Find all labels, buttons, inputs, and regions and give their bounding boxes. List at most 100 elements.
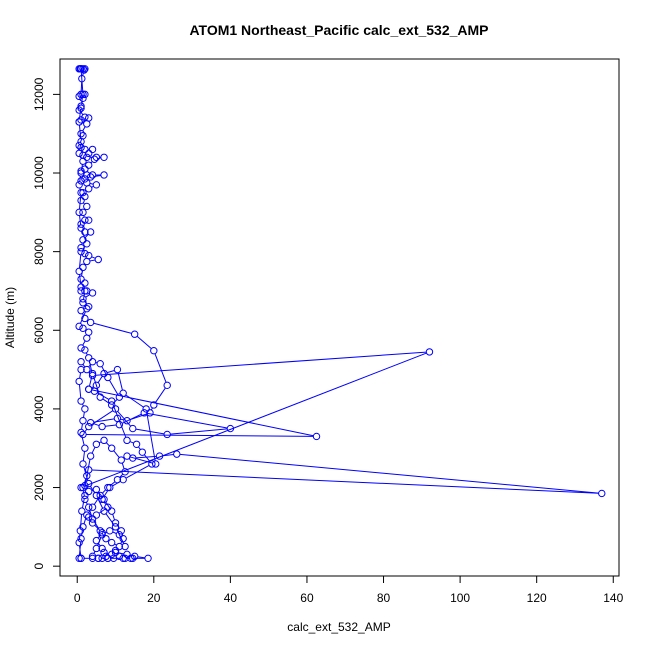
data-point	[81, 175, 89, 183]
series-segment	[86, 433, 314, 437]
data-point	[88, 554, 97, 563]
series-segment	[154, 353, 167, 383]
series-segment	[79, 138, 83, 143]
data-point	[85, 185, 93, 193]
data-point	[121, 542, 129, 551]
series-segment	[103, 489, 109, 497]
data-point	[79, 299, 87, 307]
data-point	[140, 409, 148, 417]
series-segment	[137, 556, 145, 559]
data-point	[98, 544, 106, 553]
series-segment	[102, 398, 110, 404]
data-point	[75, 118, 83, 126]
data-point	[90, 155, 99, 163]
plot-frame	[59, 58, 620, 577]
x-tick-label: 0	[74, 591, 81, 605]
data-point	[85, 422, 93, 431]
series-segment	[93, 423, 100, 427]
data-point	[119, 534, 127, 543]
data-point	[79, 65, 87, 73]
series-segment	[105, 442, 110, 447]
series-segment	[80, 514, 83, 528]
series-segment	[82, 294, 85, 300]
data-point	[79, 483, 87, 492]
data-point	[83, 240, 91, 248]
data-point	[79, 460, 87, 468]
series-segment	[155, 387, 166, 403]
data-point	[75, 554, 83, 563]
data-point	[130, 330, 139, 338]
data-point	[77, 365, 85, 374]
data-point	[77, 554, 85, 563]
data-point	[107, 444, 116, 452]
series-segment	[78, 384, 82, 398]
data-point	[117, 527, 125, 535]
data-point	[163, 430, 171, 439]
data-point	[77, 275, 85, 283]
data-point	[146, 409, 154, 417]
series-segment	[78, 125, 82, 139]
data-point	[129, 454, 137, 462]
data-point	[77, 534, 85, 543]
data-point	[85, 513, 93, 521]
data-point	[81, 228, 89, 236]
data-point	[127, 554, 135, 563]
data-point	[88, 145, 97, 154]
data-point	[312, 432, 321, 441]
y-axis: 0 2000 4000 6000 8000 10000 12000	[32, 77, 61, 570]
data-point	[77, 167, 85, 175]
x-tick-label: 60	[300, 591, 314, 605]
series-segment	[170, 428, 228, 435]
series-segment	[93, 322, 132, 334]
data-point	[79, 236, 87, 244]
data-point	[77, 137, 85, 146]
data-point	[77, 224, 85, 232]
data-point	[77, 220, 85, 228]
data-point	[92, 181, 101, 189]
series-segment	[106, 370, 115, 374]
series-segment	[79, 372, 82, 379]
data-point	[77, 287, 85, 295]
series-segment	[79, 215, 82, 225]
data-point	[98, 422, 106, 431]
data-point	[107, 401, 116, 409]
data-point	[81, 495, 89, 504]
data-point	[98, 531, 106, 539]
data-point	[79, 263, 87, 272]
y-axis-label: Altitude (m)	[3, 287, 17, 348]
data-point	[79, 324, 87, 333]
data-point	[83, 153, 91, 161]
series-segment	[83, 517, 87, 524]
y-tick-label: 6000	[32, 317, 46, 344]
data-point	[85, 302, 93, 311]
data-point	[115, 542, 124, 551]
series-segment	[83, 352, 427, 487]
series-segment	[136, 335, 152, 350]
series-segment	[97, 375, 103, 383]
data-point	[88, 519, 97, 527]
data-point	[86, 228, 95, 236]
series-segment	[79, 176, 82, 182]
data-point	[425, 348, 434, 356]
chart-title: ATOM1 Northeast_Pacific calc_ext_532_AMP	[189, 22, 488, 38]
data-point	[98, 495, 106, 504]
x-axis: 0 20 40 60 80 100 120 140	[74, 575, 624, 605]
series-segment	[120, 418, 125, 421]
series-segment	[84, 428, 88, 433]
data-point	[88, 369, 97, 378]
data-point	[85, 479, 93, 488]
series-segment	[79, 311, 86, 324]
data-point	[77, 196, 85, 205]
data-point	[226, 424, 235, 433]
series-segment	[82, 490, 85, 497]
data-point	[75, 106, 83, 114]
data-point	[102, 534, 110, 543]
series-segment	[88, 364, 92, 368]
series-segment	[95, 351, 427, 376]
series-segment	[94, 524, 101, 531]
data-point	[75, 149, 83, 158]
x-tick-label: 40	[224, 591, 238, 605]
data-point	[81, 192, 89, 201]
y-tick-label: 10000	[32, 156, 46, 190]
